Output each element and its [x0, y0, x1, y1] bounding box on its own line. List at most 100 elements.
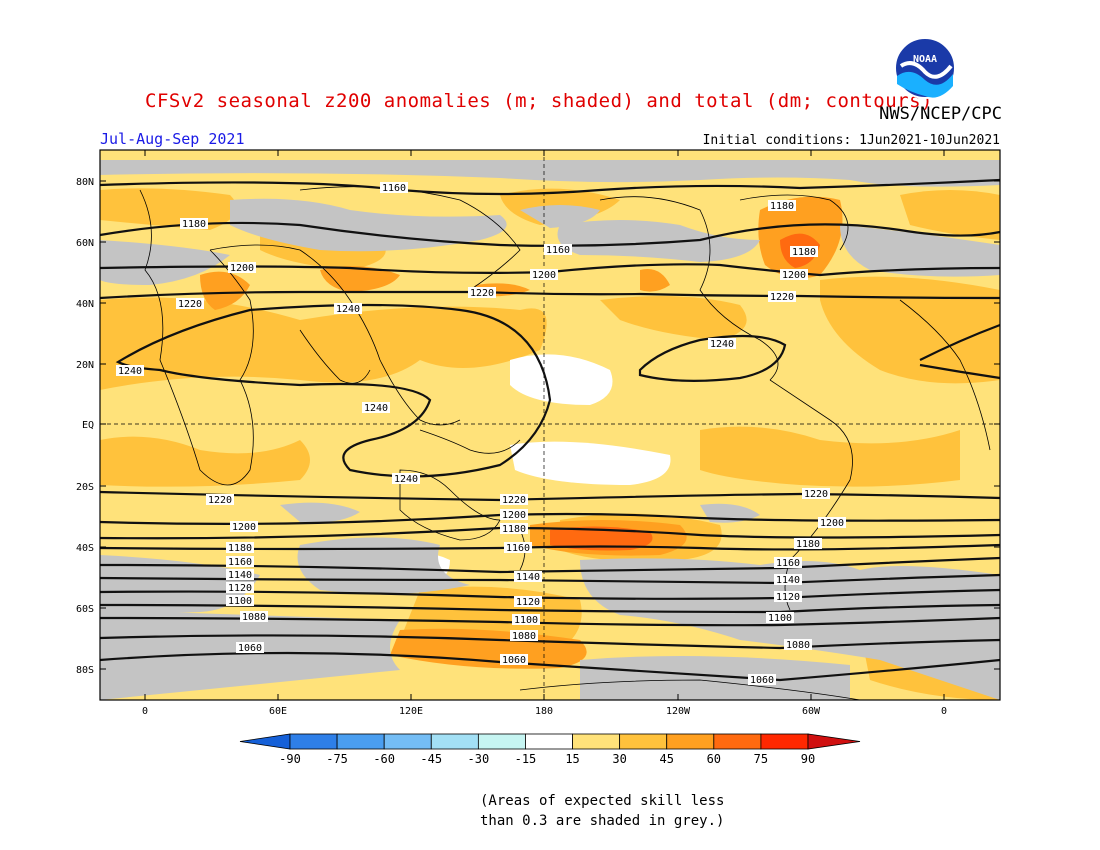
svg-text:1200: 1200 [820, 518, 844, 529]
contour-label: 1220 [176, 298, 204, 310]
contour-label: 1220 [768, 291, 796, 303]
contour-label: 1200 [230, 521, 258, 533]
coastlines [139, 186, 991, 700]
map-frame [99, 149, 1001, 701]
contour-label: 1080 [240, 611, 268, 623]
contour-label: 1060 [236, 642, 264, 654]
svg-text:1200: 1200 [502, 510, 526, 521]
lon-label: 120W [666, 706, 691, 717]
contour-label: 1100 [512, 614, 540, 626]
logo-text: NOAA [913, 54, 937, 65]
svg-text:1220: 1220 [770, 292, 794, 303]
lat-label: 80S [76, 665, 94, 676]
svg-text:1240: 1240 [364, 403, 388, 414]
colorbar-segment [336, 733, 385, 750]
svg-text:1180: 1180 [792, 247, 816, 258]
svg-text:1080: 1080 [512, 631, 536, 642]
svg-text:1220: 1220 [208, 495, 232, 506]
contour-label: 1180 [500, 523, 528, 535]
colorbar-segment [713, 733, 762, 750]
lat-label: 80N [76, 177, 94, 188]
svg-text:1060: 1060 [750, 675, 774, 686]
svg-text:1140: 1140 [516, 572, 540, 583]
contour-label: 1160 [380, 182, 408, 194]
colorbar-min-arrow [239, 733, 291, 750]
colorbar-segment [619, 733, 668, 750]
contour-label: 1120 [226, 582, 254, 594]
svg-text:1220: 1220 [804, 489, 828, 500]
svg-text:1100: 1100 [514, 615, 538, 626]
svg-text:1160: 1160 [382, 183, 406, 194]
agency-label: NWS/NCEP/CPC [879, 104, 1002, 124]
contour-label: 1240 [116, 365, 144, 377]
contour-label: 1080 [784, 639, 812, 651]
contour-label: 1220 [500, 494, 528, 506]
contour-label: 1180 [226, 542, 254, 554]
colorbar-segment [525, 733, 573, 750]
svg-text:1060: 1060 [502, 655, 526, 666]
svg-text:1180: 1180 [228, 543, 252, 554]
svg-text:1100: 1100 [768, 613, 792, 624]
contour-label: 1180 [180, 218, 208, 230]
height-contours [99, 178, 1001, 682]
svg-text:1120: 1120 [776, 592, 800, 603]
contour-label: 1120 [514, 596, 542, 608]
lat-label: 40S [76, 543, 94, 554]
longitude-labels: 0 60E 120E 180 120W 60W 0 [142, 706, 947, 717]
map-title: CFSv2 seasonal z200 anomalies (m; shaded… [145, 90, 933, 112]
lat-label: 20S [76, 482, 94, 493]
contour-label: 1160 [544, 244, 572, 256]
svg-text:1240: 1240 [710, 339, 734, 350]
contour-label: 1160 [774, 557, 802, 569]
colorbar-label: 15 [565, 752, 579, 766]
contour-label: 1200 [500, 509, 528, 521]
longitude-ticks [144, 150, 945, 700]
lat-label: 60S [76, 604, 94, 615]
forecast-period: Jul-Aug-Sep 2021 [100, 130, 245, 148]
colorbar-label: 75 [754, 752, 768, 766]
noaa-logo-icon: NOAA [894, 37, 956, 99]
colorbar-label: -90 [279, 752, 301, 766]
svg-text:1200: 1200 [232, 522, 256, 533]
contour-label: 1240 [362, 402, 390, 414]
svg-text:1160: 1160 [776, 558, 800, 569]
svg-text:1220: 1220 [502, 495, 526, 506]
colorbar-label: -30 [468, 752, 490, 766]
svg-text:1200: 1200 [532, 270, 556, 281]
colorbar-label: 45 [660, 752, 674, 766]
svg-text:1160: 1160 [228, 557, 252, 568]
contour-label: 1160 [504, 542, 532, 554]
svg-text:1080: 1080 [786, 640, 810, 651]
svg-text:1180: 1180 [502, 524, 526, 535]
colorbar-label: -60 [373, 752, 395, 766]
contour-label: 1140 [514, 571, 542, 583]
contour-label: 1240 [334, 303, 362, 315]
lat-label: 40N [76, 299, 94, 310]
colorbar [239, 733, 861, 750]
svg-text:1220: 1220 [470, 288, 494, 299]
contour-label: 1200 [530, 269, 558, 281]
lon-label: 180 [535, 706, 553, 717]
lon-label: 0 [941, 706, 947, 717]
colorbar-label: 60 [707, 752, 721, 766]
colorbar-segment [477, 733, 526, 750]
svg-text:1060: 1060 [238, 643, 262, 654]
contour-label: 1220 [206, 494, 234, 506]
contour-label: 1180 [790, 246, 818, 258]
contour-label: 1220 [802, 488, 830, 500]
contour-label: 1080 [510, 630, 538, 642]
colorbar-label: 30 [612, 752, 626, 766]
skill-note: (Areas of expected skill less than 0.3 a… [480, 793, 725, 829]
lat-label: 20N [76, 360, 94, 371]
lon-label: 120E [399, 706, 423, 717]
svg-text:1120: 1120 [228, 583, 252, 594]
svg-text:1220: 1220 [178, 299, 202, 310]
colorbar-segment [430, 733, 479, 750]
svg-text:1080: 1080 [242, 612, 266, 623]
svg-text:1160: 1160 [546, 245, 570, 256]
svg-text:1160: 1160 [506, 543, 530, 554]
lat-label: 60N [76, 238, 94, 249]
lon-label: 0 [142, 706, 148, 717]
contour-label: 1240 [392, 473, 420, 485]
